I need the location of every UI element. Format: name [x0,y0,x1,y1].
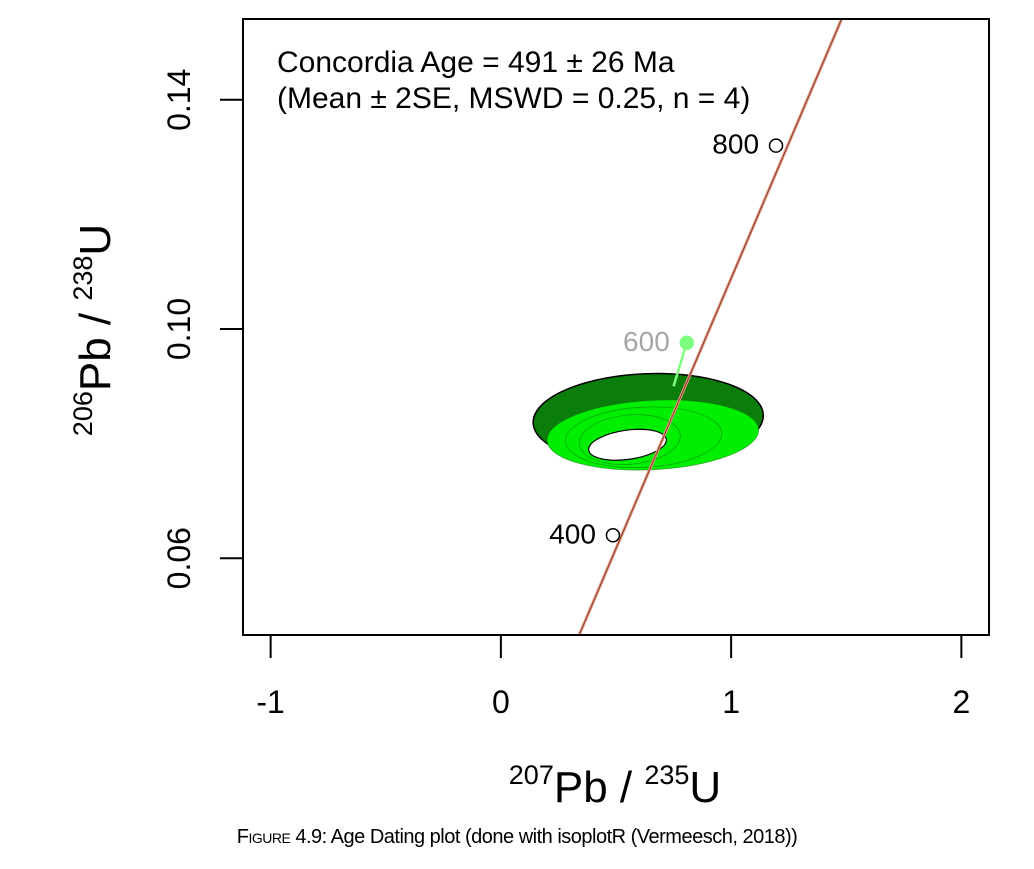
age-marker-400 [605,528,621,543]
x-tick-label-1: 0 [492,684,510,720]
x-tick-label-3: 2 [952,684,970,720]
x-axis-title: 207Pb / 235U [509,760,721,812]
data-ellipses [532,372,765,471]
y-tick-label-0: 0.06 [161,527,197,589]
plot-area: 400 600 800 [532,19,844,635]
concordia-age-connector [672,342,688,387]
age-marker-label-800: 800 [712,129,759,160]
age-marker-label-400: 400 [549,518,596,549]
y-axis-title: 206Pb / 238U [68,224,120,436]
y-axis: 0.06 0.10 0.14 [161,69,244,589]
x-tick-label-0: -1 [256,684,284,720]
figure-label: Figure 4.9: [236,826,327,848]
caption-text: Age Dating plot (done with isoplotR (Ver… [326,826,798,848]
concordia-curve-outline [578,19,843,635]
age-marker-label-600: 600 [623,326,670,357]
y-tick-label-2: 0.14 [161,69,197,131]
y-tick-label-1: 0.10 [161,298,197,360]
figure-caption: Figure 4.9: Age Dating plot (done with i… [0,826,1034,849]
annotation-line-2: (Mean ± 2SE, MSWD = 0.25, n = 4) [277,82,750,115]
age-marker-600 [679,335,695,351]
age-markers: 400 600 800 [549,129,784,549]
annotation-line-1: Concordia Age = 491 ± 26 Ma [277,46,675,79]
x-tick-label-2: 1 [722,684,740,720]
x-axis: -1 0 1 2 [256,634,970,720]
age-marker-800 [768,138,784,153]
mean-ellipse [588,428,667,461]
